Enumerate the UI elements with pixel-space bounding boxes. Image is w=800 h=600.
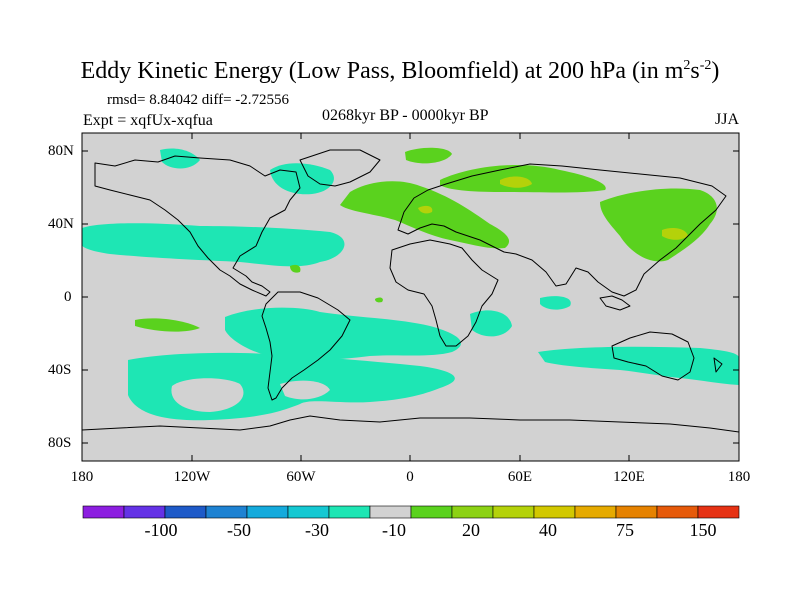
colorbar-swatch [697, 505, 740, 519]
coastlines [82, 149, 739, 433]
map-panel [82, 133, 739, 461]
anomaly-region [662, 228, 688, 240]
colorbar-label: -100 [144, 520, 178, 540]
colorbar-swatch [615, 505, 658, 519]
colorbar-swatch [574, 505, 617, 519]
chart-title: Eddy Kinetic Energy (Low Pass, Bloomfiel… [80, 58, 720, 84]
neutral-hole [280, 380, 330, 400]
colorbar-swatch [82, 505, 125, 519]
anomaly-region [82, 223, 345, 267]
anomaly-region [470, 310, 512, 337]
colorbar [82, 505, 740, 519]
axis-ticks [82, 133, 739, 461]
colorbar-swatch [123, 505, 166, 519]
lat-label: 40N [48, 216, 74, 232]
anomaly-region [600, 188, 717, 262]
anomaly-region [418, 205, 433, 214]
lon-label: 180 [70, 469, 94, 485]
coastline-south-america [261, 291, 351, 401]
strong-positive-regions [418, 176, 688, 240]
period-label: 0268kyr BP - 0000kyr BP [322, 107, 489, 124]
stats-label: rmsd= 8.84042 diff= -2.72556 [107, 92, 290, 108]
lon-label: 60E [507, 469, 533, 485]
lat-label: 80N [48, 143, 74, 159]
coastline-africa [389, 239, 499, 347]
colorbar-label: -50 [227, 520, 251, 540]
coastline-greenland [299, 149, 381, 187]
coastline-antarctica [82, 415, 739, 433]
anomaly-region [500, 176, 532, 188]
colorbar-label: 20 [462, 520, 480, 540]
anomaly-region [405, 147, 452, 164]
coastline-north-america [94, 155, 301, 297]
neutral-regions [171, 378, 330, 412]
coastline-new-zealand [713, 357, 723, 373]
coastline-islands [599, 295, 631, 311]
anomaly-region [340, 181, 510, 249]
colorbar-swatch [287, 505, 330, 519]
colorbar-swatch [656, 505, 699, 519]
anomaly-region [540, 296, 571, 310]
colorbar-swatch [246, 505, 289, 519]
anomaly-region [375, 297, 383, 303]
colorbar-swatch [328, 505, 371, 519]
colorbar-label: 75 [616, 520, 634, 540]
lat-label: 80S [48, 435, 72, 451]
colorbar-label: -30 [305, 520, 329, 540]
anomaly-region [160, 148, 200, 169]
colorbar-swatch [205, 505, 248, 519]
colorbar-swatch [492, 505, 535, 519]
neutral-hole [171, 378, 244, 412]
season-label: JJA [715, 111, 740, 128]
anomaly-region [538, 346, 739, 385]
lat-label: 40S [48, 362, 72, 378]
lat-label: 0 [64, 289, 72, 305]
anomaly-region [290, 264, 301, 273]
colorbar-swatch [451, 505, 494, 519]
lon-label: 120W [173, 469, 211, 485]
experiment-label: Expt = xqfUx-xqfua [83, 112, 213, 129]
lon-label: 120E [613, 469, 645, 485]
colorbar-swatch [369, 505, 412, 519]
colorbar-label: 40 [539, 520, 557, 540]
coastline-australia [611, 331, 695, 381]
lon-label: 0 [406, 469, 414, 485]
coastline-eurasia [397, 163, 727, 297]
anomaly-region [135, 318, 200, 332]
lon-label: 180 [727, 469, 751, 485]
lon-label: 60W [286, 469, 316, 485]
colorbar-label: 150 [689, 520, 717, 540]
colorbar-swatch [410, 505, 453, 519]
colorbar-label: -10 [382, 520, 406, 540]
colorbar-swatch [164, 505, 207, 519]
colorbar-swatch [533, 505, 576, 519]
